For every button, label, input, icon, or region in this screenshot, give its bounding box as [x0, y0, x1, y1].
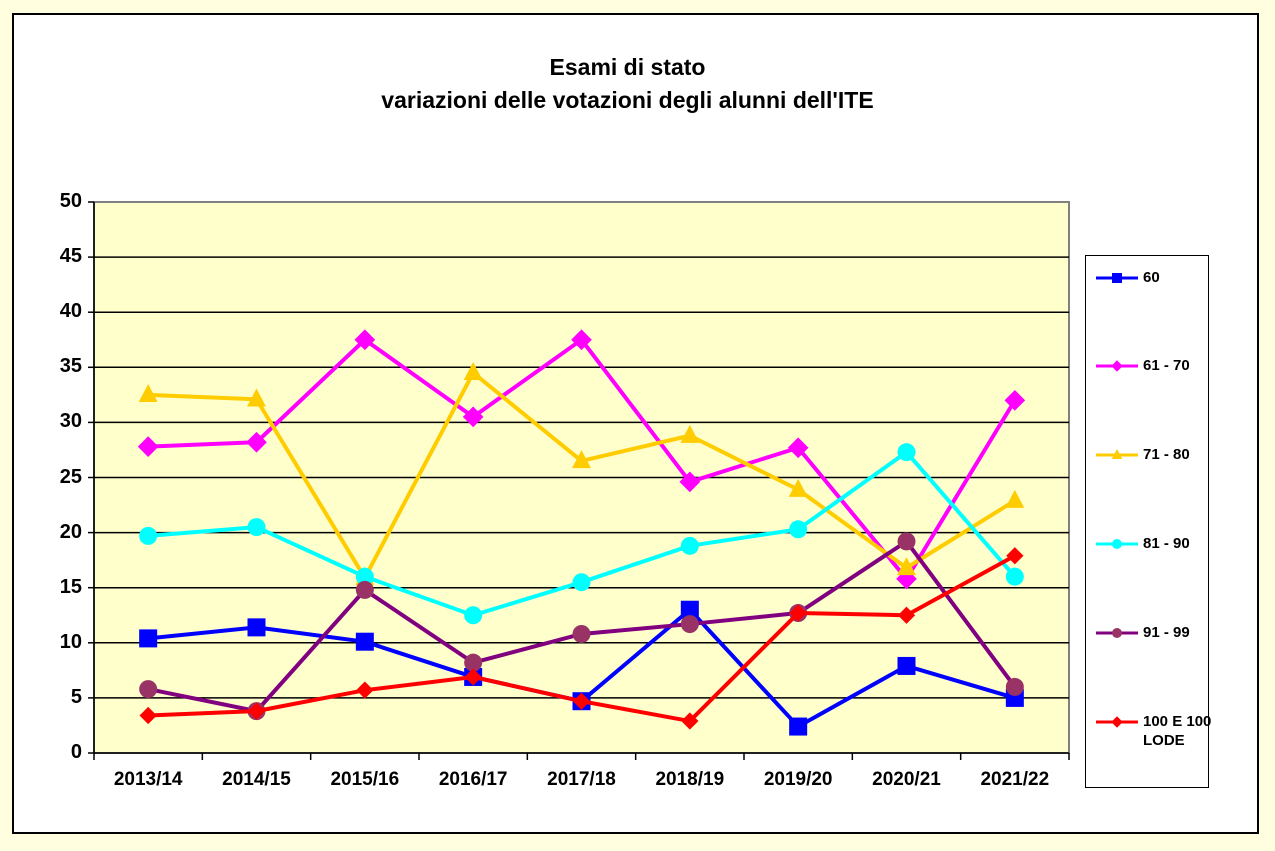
x-tick-label: 2018/19 [655, 769, 725, 790]
legend-swatch-icon [1096, 449, 1138, 459]
y-tick-label: 0 [70, 741, 82, 763]
x-tick-label: 2021/22 [980, 769, 1050, 790]
legend-item: 60 [1096, 268, 1213, 287]
legend-label: 81 - 90 [1143, 535, 1190, 552]
y-tick-label: 15 [59, 575, 82, 598]
chart-subtitle: variazioni delle votazioni degli alunni … [381, 87, 874, 113]
legend-label: 100 E 100 LODE [1143, 713, 1212, 749]
y-tick-label: 5 [70, 685, 82, 708]
legend-item: 100 E 100 LODE [1096, 712, 1213, 750]
legend-label: 61 - 70 [1143, 357, 1190, 374]
legend-swatch-icon [1096, 360, 1138, 372]
legend: 60 61 - 70 71 - 80 81 - 90 91 - 99 100 E 100 … [1085, 255, 1211, 788]
legend-item: 91 - 99 [1096, 623, 1213, 642]
x-tick-label: 2013/14 [113, 769, 183, 790]
x-tick-label: 2019/20 [763, 769, 833, 790]
x-tick-label: 2015/16 [330, 769, 400, 790]
legend-swatch-icon [1096, 539, 1138, 549]
legend-item: 71 - 80 [1096, 445, 1213, 464]
series-81-90 [139, 443, 1024, 625]
x-tick-label: 2020/21 [872, 769, 941, 790]
y-tick-label: 35 [59, 355, 82, 378]
series-100e100lode [139, 547, 1024, 730]
x-tick-label: 2017/18 [547, 769, 616, 790]
series-71-80 [138, 362, 1025, 585]
legend-label: 60 [1143, 269, 1160, 286]
y-tick-label: 45 [59, 245, 82, 268]
y-tick-label: 40 [59, 300, 82, 323]
y-tick-label: 50 [59, 190, 82, 212]
y-tick-label: 25 [59, 465, 82, 488]
legend-swatch-icon [1096, 716, 1138, 728]
legend-item: 61 - 70 [1096, 356, 1213, 375]
y-tick-label: 30 [59, 410, 82, 433]
legend-item: 81 - 90 [1096, 534, 1213, 553]
legend-label: 71 - 80 [1143, 446, 1190, 463]
y-tick-label: 20 [59, 520, 82, 543]
x-tick-label: 2016/17 [438, 769, 508, 790]
chart-title: Esami di stato [549, 54, 706, 80]
y-tick-label: 10 [59, 630, 82, 653]
x-tick-label: 2014/15 [222, 769, 291, 790]
legend-swatch-icon [1096, 628, 1138, 638]
legend-swatch-icon [1096, 273, 1138, 283]
legend-label: 91 - 99 [1143, 624, 1190, 641]
